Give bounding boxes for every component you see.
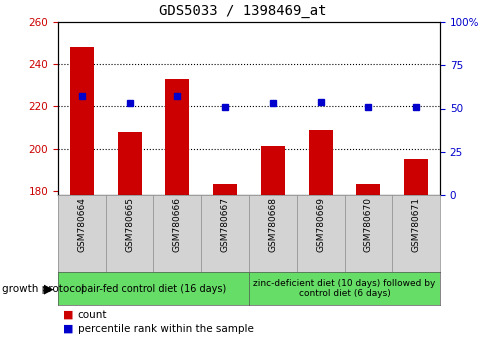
Text: count: count (77, 310, 107, 320)
Text: ▶: ▶ (44, 282, 53, 295)
Text: GSM780664: GSM780664 (77, 197, 86, 252)
Text: GSM780665: GSM780665 (125, 197, 134, 252)
Text: GDS5033 / 1398469_at: GDS5033 / 1398469_at (158, 4, 326, 18)
Text: percentile rank within the sample: percentile rank within the sample (77, 324, 253, 334)
Text: GSM780667: GSM780667 (220, 197, 229, 252)
Text: ■: ■ (63, 324, 74, 334)
Text: GSM780671: GSM780671 (411, 197, 420, 252)
Bar (118, 132, 141, 195)
Bar (403, 159, 427, 195)
Text: GSM780666: GSM780666 (172, 197, 182, 252)
Bar (165, 79, 189, 195)
Text: ■: ■ (63, 310, 74, 320)
Text: GSM780670: GSM780670 (363, 197, 372, 252)
Text: pair-fed control diet (16 days): pair-fed control diet (16 days) (81, 284, 226, 293)
Text: zinc-deficient diet (10 days) followed by
control diet (6 days): zinc-deficient diet (10 days) followed b… (253, 279, 435, 298)
Bar (308, 130, 332, 195)
Bar (356, 184, 379, 195)
Bar (213, 184, 237, 195)
Bar (70, 47, 93, 195)
Text: GSM780669: GSM780669 (316, 197, 324, 252)
Text: growth protocol: growth protocol (2, 284, 85, 293)
Text: GSM780668: GSM780668 (268, 197, 277, 252)
Bar (260, 147, 284, 195)
